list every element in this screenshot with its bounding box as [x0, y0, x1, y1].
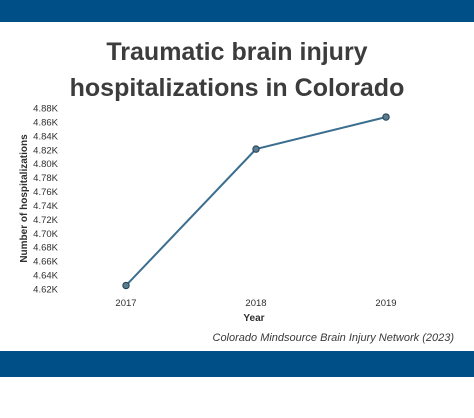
y-tick-label: 4.72K	[33, 215, 58, 226]
x-axis-ticks: 2017 2018 2019	[115, 298, 396, 309]
y-axis-ticks: 4.88K 4.86K 4.84K 4.82K 4.80K 4.78K 4.76K 4.74K…	[33, 104, 58, 296]
y-tick-label: 4.82K	[33, 145, 58, 156]
chart-title: Traumatic brain injury hospitalizations …	[0, 34, 474, 106]
y-tick-label: 4.84K	[33, 131, 58, 142]
x-tick-label: 2017	[115, 298, 136, 309]
chart-title-line-1: Traumatic brain injury	[106, 38, 368, 66]
x-axis-label: Year	[243, 313, 264, 324]
bottom-band	[0, 351, 474, 377]
data-point-2019	[382, 113, 390, 121]
top-band	[0, 0, 474, 22]
chart-title-line-2: hospitalizations in Colorado	[69, 74, 405, 102]
y-axis-label: Number of hospitalizations	[19, 134, 30, 263]
line-chart: 4.88K 4.86K 4.84K 4.82K 4.80K 4.78K 4.76K 4.74K…	[19, 104, 397, 325]
source-note: Colorado Mindsource Brain Injury Network…	[212, 332, 455, 344]
y-tick-label: 4.70K	[33, 229, 58, 240]
y-tick-label: 4.78K	[33, 173, 58, 184]
data-point-2018	[252, 145, 260, 153]
y-tick-label: 4.66K	[33, 257, 58, 268]
series-line	[125, 116, 387, 287]
y-tick-label: 4.74K	[33, 201, 58, 212]
y-tick-label: 4.76K	[33, 187, 58, 198]
x-tick-label: 2019	[375, 298, 396, 309]
data-points	[122, 113, 390, 290]
y-tick-label: 4.80K	[33, 159, 58, 170]
y-tick-label: 4.88K	[33, 104, 58, 115]
x-tick-label: 2018	[245, 298, 266, 309]
data-point-2017	[122, 281, 130, 290]
y-tick-label: 4.62K	[33, 285, 58, 296]
y-tick-label: 4.64K	[33, 271, 58, 282]
y-tick-label: 4.68K	[33, 243, 58, 254]
y-tick-label: 4.86K	[33, 117, 58, 128]
